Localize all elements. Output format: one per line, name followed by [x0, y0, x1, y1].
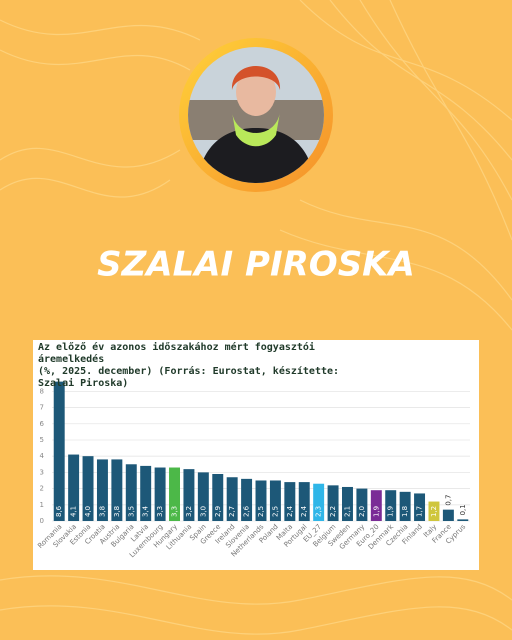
bar [212, 474, 224, 521]
y-tick-label: 2 [40, 485, 44, 493]
y-tick-label: 3 [40, 468, 44, 476]
value-label: 3,5 [127, 506, 135, 517]
bar [111, 459, 123, 521]
value-label: 2,9 [214, 506, 222, 517]
bar [399, 491, 411, 521]
value-label: 3,2 [185, 506, 193, 517]
bar [140, 465, 152, 521]
y-tick-label: 7 [40, 404, 44, 412]
value-label: 0,1 [459, 504, 467, 515]
bar [197, 472, 209, 521]
y-tick-label: 1 [40, 501, 44, 509]
bar [269, 480, 281, 521]
bar [68, 454, 80, 521]
value-label: 3,4 [142, 505, 150, 517]
value-label: 0,7 [444, 495, 452, 506]
bar [154, 467, 166, 521]
value-label: 2,0 [358, 506, 366, 517]
person-name: SZALAI PIROSKA [97, 245, 415, 285]
value-label: 3,8 [113, 506, 121, 517]
value-label: 3,3 [171, 506, 179, 517]
y-tick-label: 0 [40, 517, 44, 525]
value-label: 4,0 [84, 506, 92, 517]
bar [385, 490, 397, 521]
value-label: 2,4 [300, 505, 308, 517]
photo [188, 47, 324, 183]
value-label: 2,2 [329, 506, 337, 517]
value-label: 3,8 [98, 506, 106, 517]
bar [226, 477, 238, 521]
bar [284, 482, 296, 521]
value-label: 4,1 [70, 506, 78, 517]
chart-title: Az előző év azonos időszakához mért fogy… [38, 342, 315, 365]
value-label: 2,7 [228, 506, 236, 517]
bar [298, 482, 310, 521]
chart-panel [33, 340, 479, 570]
bar [82, 456, 94, 521]
bar [96, 459, 108, 521]
value-label: 2,5 [271, 506, 279, 517]
value-label: 3,0 [199, 506, 207, 517]
bar [313, 483, 325, 521]
bar [356, 488, 368, 521]
bar [169, 467, 180, 521]
value-label: 3,3 [156, 506, 164, 517]
y-tick-label: 6 [40, 420, 45, 428]
y-tick-label: 5 [40, 436, 44, 444]
value-label: 2,6 [243, 505, 251, 517]
value-label: 1,7 [416, 506, 424, 517]
bar [241, 478, 253, 521]
bar [53, 381, 65, 521]
bar [342, 486, 353, 521]
value-label: 1,8 [401, 506, 409, 517]
bar [327, 485, 339, 521]
value-label: 8,6 [55, 505, 63, 517]
bar [457, 519, 469, 521]
value-label: 1,9 [372, 506, 380, 517]
value-label: 2,3 [315, 506, 323, 517]
bar [370, 490, 382, 521]
value-label: 1,9 [387, 506, 395, 517]
bar [414, 493, 426, 521]
value-label: 1,2 [430, 506, 438, 517]
bar [183, 469, 195, 521]
value-label: 2,1 [343, 506, 351, 517]
chart-title-block: Az előző év azonos időszakához mért fogy… [38, 342, 368, 390]
bar [125, 464, 137, 521]
value-label: 2,5 [257, 506, 265, 517]
bar [442, 509, 454, 521]
y-tick-label: 4 [40, 452, 45, 460]
value-label: 2,4 [286, 505, 294, 517]
chart-subtitle: (%, 2025. december) (Forrás: Eurostat, k… [38, 366, 340, 389]
bar [428, 501, 440, 521]
bar [255, 480, 267, 521]
y-tick-label: 8 [40, 387, 44, 395]
